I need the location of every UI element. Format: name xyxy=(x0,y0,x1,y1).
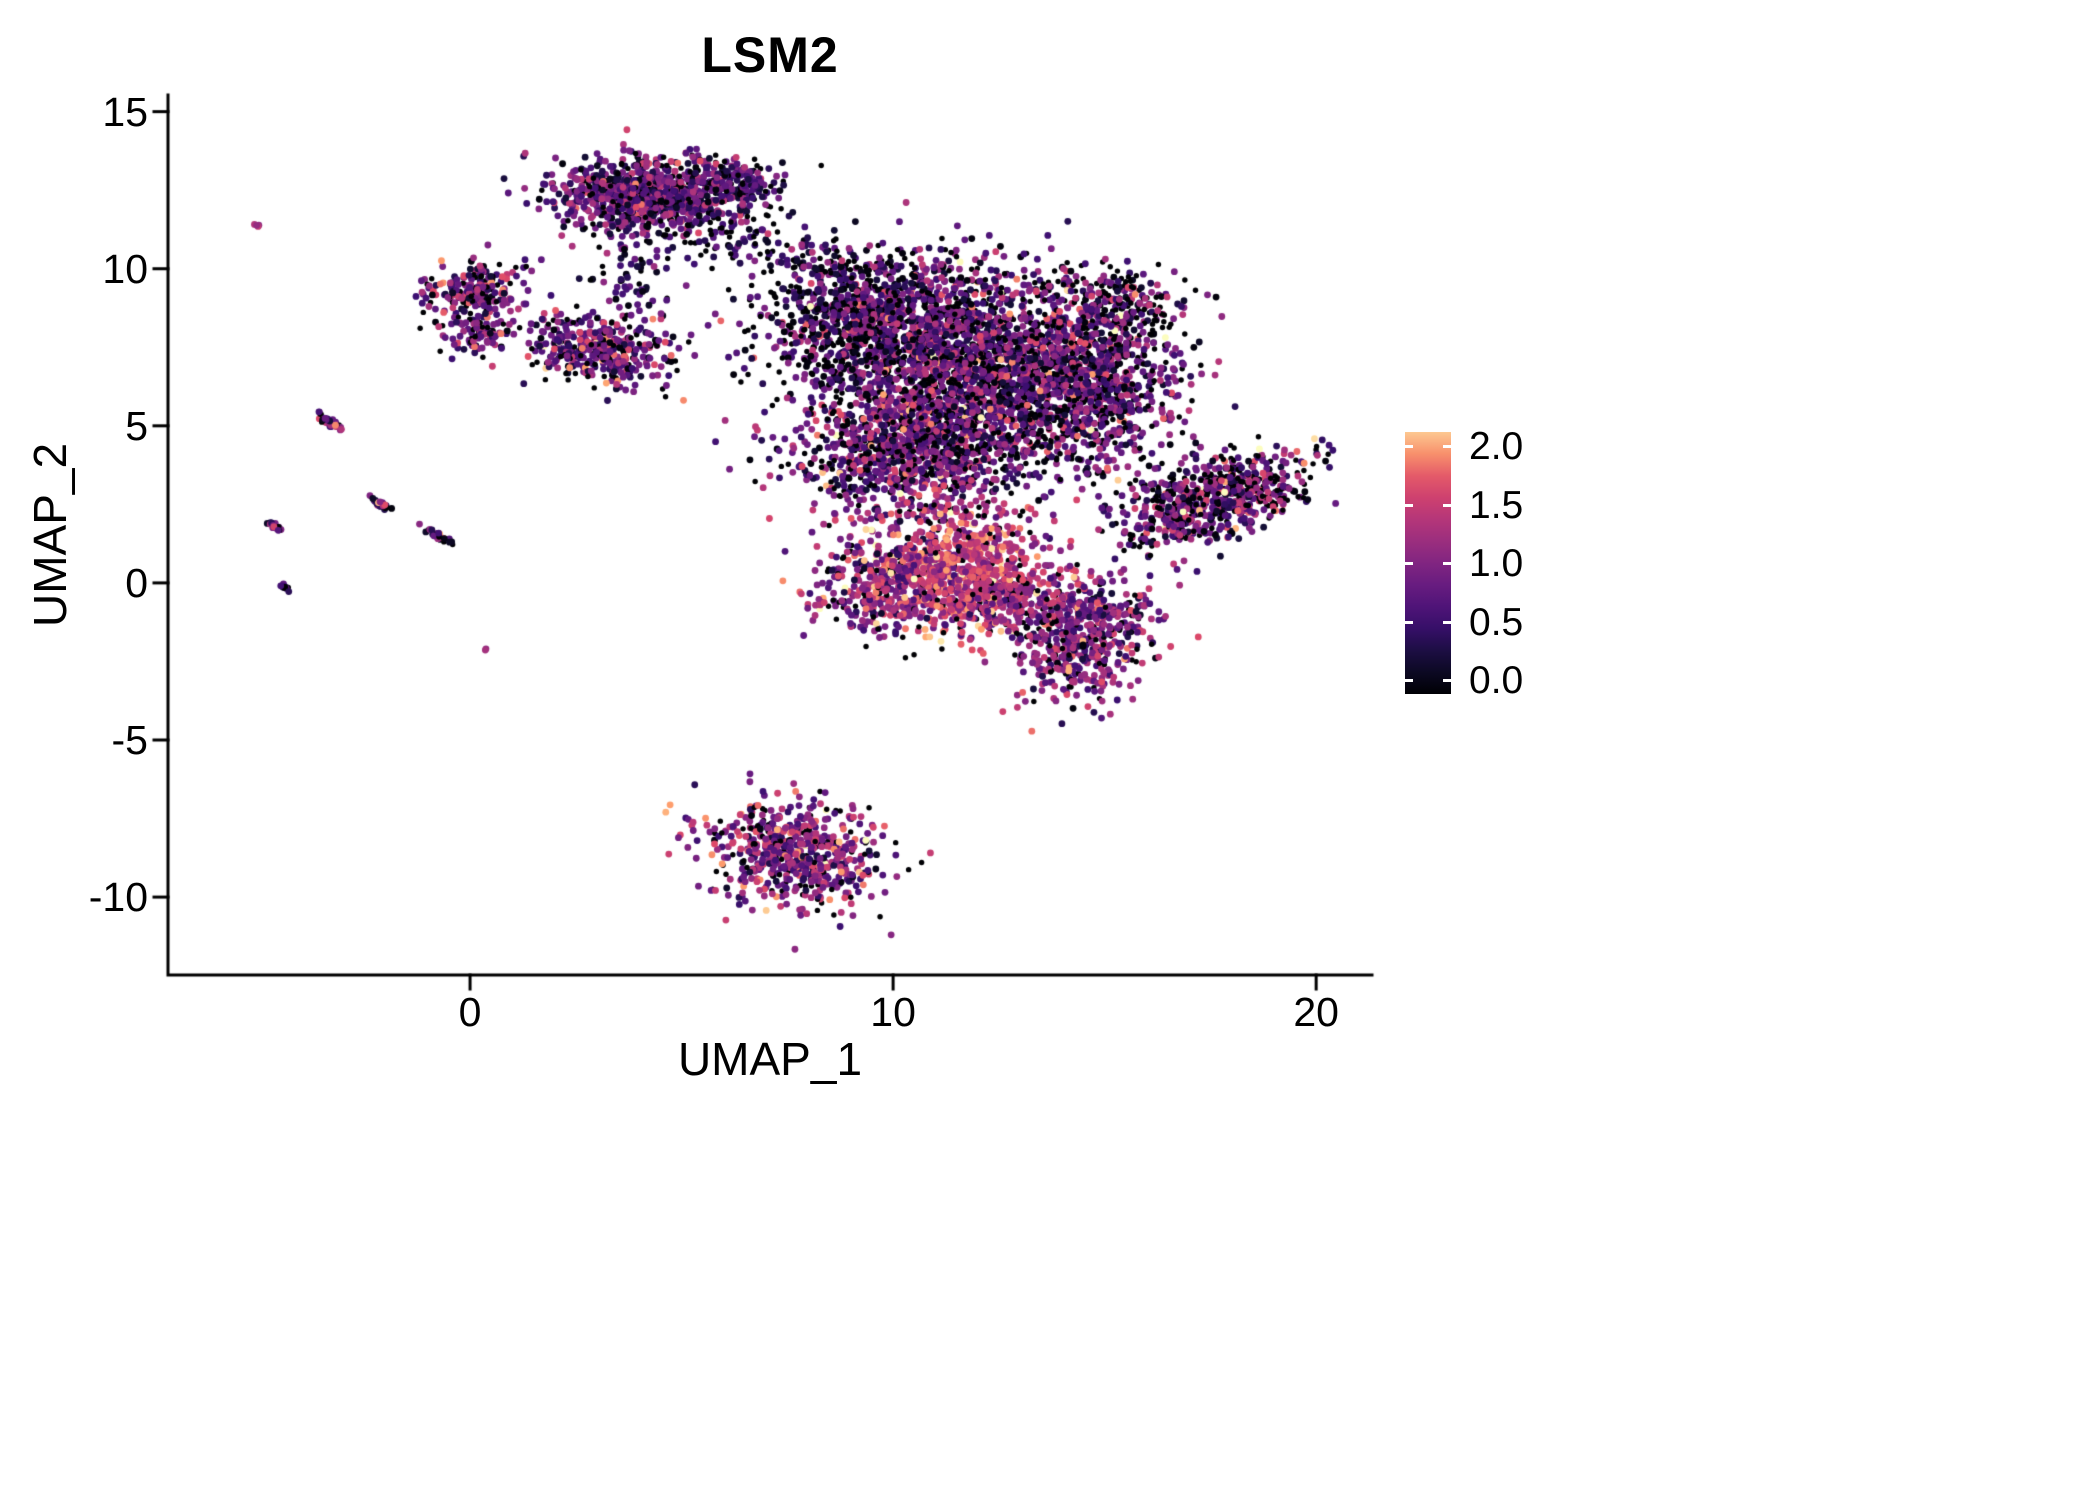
y-tick-label: 0 xyxy=(125,559,148,606)
x-axis-label: UMAP_1 xyxy=(677,1033,863,1085)
colorbar-tick-label: 2.0 xyxy=(1469,425,1524,468)
plot-title: LSM2 xyxy=(701,27,839,83)
x-tick-label: 20 xyxy=(1293,989,1339,1035)
colorbar-tick-mark xyxy=(1443,562,1451,565)
colorbar-tick-label: 1.0 xyxy=(1469,542,1524,585)
colorbar-tick-mark xyxy=(1443,503,1451,507)
y-tick-label: 10 xyxy=(102,245,148,292)
y-tick-label: 5 xyxy=(125,402,148,449)
x-tick-label: 0 xyxy=(458,989,482,1035)
colorbar-tick-label: 0.5 xyxy=(1469,600,1524,644)
y-tick-label: -10 xyxy=(88,874,148,921)
colorbar-tick-label: 0.0 xyxy=(1469,659,1524,702)
colorbar-tick-mark xyxy=(1405,562,1413,565)
colorbar-tick-mark xyxy=(1405,503,1413,507)
colorbar-tick-mark xyxy=(1443,445,1451,448)
colorbar-tick-mark xyxy=(1405,620,1413,624)
colorbar-tick-label: 1.5 xyxy=(1469,483,1524,527)
y-tick-label: 15 xyxy=(102,88,148,135)
y-axis-label: UMAP_2 xyxy=(24,442,76,628)
x-tick-label: 10 xyxy=(870,989,916,1035)
colorbar-tick-mark xyxy=(1405,445,1413,448)
colorbar-tick-mark xyxy=(1443,620,1451,624)
colorbar-tick-mark xyxy=(1405,679,1413,682)
y-tick-label: -5 xyxy=(111,716,148,763)
colorbar-tick-mark xyxy=(1443,679,1451,682)
